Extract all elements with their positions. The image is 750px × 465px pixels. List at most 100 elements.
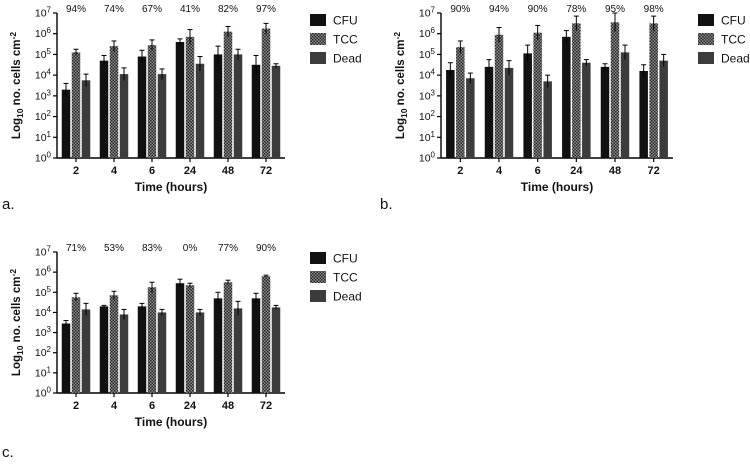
bar-cfu xyxy=(484,66,494,158)
y-tick-label: 102 xyxy=(35,109,52,123)
bar-dead xyxy=(233,308,243,393)
x-tick-label: 48 xyxy=(222,165,234,177)
x-tick-label: 2 xyxy=(457,165,463,177)
chart-panel-b: 100 101 102 103 104 105 106 107 Log10 no. cells … xyxy=(392,4,750,194)
percent-annotation: 97% xyxy=(256,4,276,15)
legend-label-dead: Dead xyxy=(333,52,362,66)
bar-tcc xyxy=(185,285,195,393)
bar-tcc xyxy=(185,36,195,159)
x-tick-label: 72 xyxy=(648,165,660,177)
x-tick-label: 24 xyxy=(184,165,197,177)
x-tick-label: 48 xyxy=(609,165,621,177)
bar-tcc xyxy=(610,22,620,159)
bar-dead xyxy=(504,67,514,158)
x-tick-label: 6 xyxy=(149,400,155,412)
bar-cfu xyxy=(61,323,71,393)
x-axis-label: Time (hours) xyxy=(135,180,207,194)
legend-label-dead: Dead xyxy=(333,290,362,304)
bar-dead xyxy=(81,309,91,393)
bar-cfu xyxy=(251,64,261,158)
percent-annotation: 90% xyxy=(256,243,276,254)
bar-dead xyxy=(582,62,591,158)
y-tick-label: 107 xyxy=(35,6,52,20)
bar-dead xyxy=(195,63,205,158)
percent-annotation: 94% xyxy=(489,4,509,15)
y-axis-label: Log10 no. cells cm-2 xyxy=(8,269,25,376)
percent-annotation: 78% xyxy=(566,4,586,15)
legend-swatch-cfu xyxy=(310,14,326,26)
legend-swatch-dead xyxy=(310,290,326,302)
bar-cfu xyxy=(251,298,261,393)
bar-dead xyxy=(81,80,91,158)
x-tick-label: 4 xyxy=(496,165,503,177)
y-tick-label: 106 xyxy=(35,26,52,40)
bar-dead xyxy=(543,81,552,158)
percent-annotation: 95% xyxy=(605,4,625,15)
percent-annotation: 94% xyxy=(66,4,86,15)
x-tick-label: 6 xyxy=(149,165,155,177)
percent-annotation: 67% xyxy=(142,4,162,15)
x-tick-label: 72 xyxy=(260,400,272,412)
chart-panel-c: 100 101 102 103 104 105 106 107 Log10 no. cells … xyxy=(8,243,362,429)
bar-cfu xyxy=(562,36,571,159)
y-tick-label: 107 xyxy=(35,245,52,259)
y-tick-label: 103 xyxy=(35,325,52,339)
y-tick-label: 104 xyxy=(419,68,436,82)
bar-dead xyxy=(157,312,167,393)
bar-tcc xyxy=(147,45,157,158)
legend-swatch-dead xyxy=(310,52,326,64)
bar-cfu xyxy=(639,71,648,158)
percent-annotation: 82% xyxy=(218,4,238,15)
percent-annotation: 77% xyxy=(218,243,238,254)
bar-cfu xyxy=(175,42,185,158)
bar-dead xyxy=(620,52,630,158)
percent-annotation: 0% xyxy=(183,243,198,254)
percent-annotation: 83% xyxy=(142,243,162,254)
legend-label-cfu: CFU xyxy=(721,14,746,28)
percent-annotation: 53% xyxy=(104,243,124,254)
y-tick-label: 101 xyxy=(35,130,52,144)
bar-tcc xyxy=(71,52,81,158)
bar-cfu xyxy=(99,60,109,159)
bar-tcc xyxy=(649,23,658,158)
y-tick-label: 104 xyxy=(35,68,52,82)
y-tick-label: 103 xyxy=(419,88,436,102)
legend-swatch-cfu xyxy=(698,14,714,26)
bar-tcc xyxy=(261,276,271,393)
x-tick-label: 24 xyxy=(570,165,583,177)
legend-label-dead: Dead xyxy=(721,52,750,66)
legend-label-tcc: TCC xyxy=(333,271,358,285)
bar-cfu xyxy=(99,306,109,393)
percent-annotation: 74% xyxy=(104,4,124,15)
x-tick-label: 2 xyxy=(73,400,79,412)
y-axis-label: Log10 no. cells cm-2 xyxy=(392,32,409,139)
bar-dead xyxy=(119,314,129,393)
y-tick-label: 105 xyxy=(35,47,52,61)
x-tick-label: 24 xyxy=(184,400,197,412)
percent-annotation: 90% xyxy=(528,4,548,15)
bar-cfu xyxy=(175,283,185,393)
bar-dead xyxy=(195,312,205,393)
y-tick-label: 106 xyxy=(419,26,436,40)
y-tick-label: 105 xyxy=(419,47,436,61)
legend-swatch-tcc xyxy=(310,271,326,283)
panel-label-a: a. xyxy=(2,196,15,213)
x-tick-label: 48 xyxy=(222,400,234,412)
bar-tcc xyxy=(533,32,542,158)
y-tick-label: 107 xyxy=(419,6,436,20)
legend-swatch-tcc xyxy=(698,33,714,45)
legend-label-tcc: TCC xyxy=(721,33,746,47)
legend-swatch-tcc xyxy=(310,33,326,45)
panel-label-c: c. xyxy=(2,444,14,461)
x-tick-label: 2 xyxy=(73,165,79,177)
bar-tcc xyxy=(109,46,119,159)
bar-cfu xyxy=(137,306,147,393)
bar-tcc xyxy=(494,34,504,158)
percent-annotation: 41% xyxy=(180,4,200,15)
bar-dead xyxy=(157,74,167,158)
bar-tcc xyxy=(71,297,81,393)
legend-swatch-cfu xyxy=(310,252,326,264)
percent-annotation: 98% xyxy=(644,4,664,15)
x-tick-label: 4 xyxy=(111,165,118,177)
